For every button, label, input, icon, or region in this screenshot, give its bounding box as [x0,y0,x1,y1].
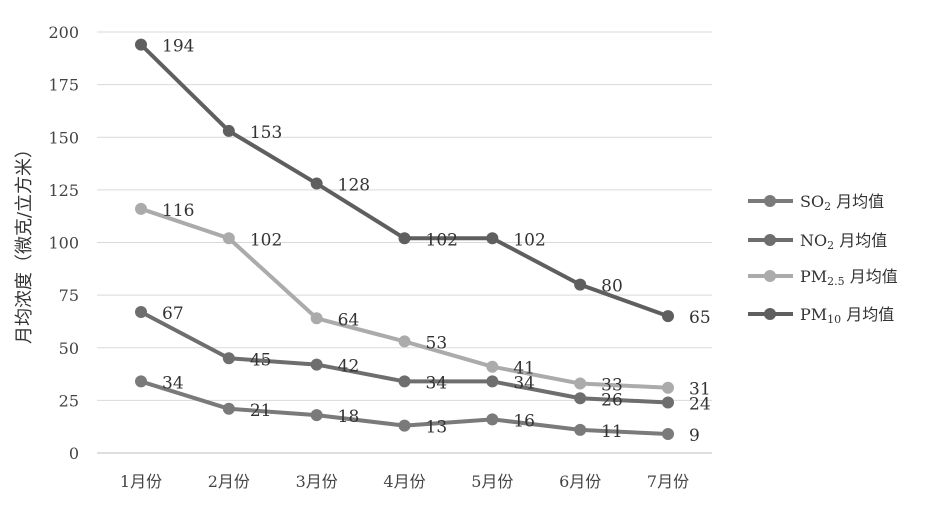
data-point [398,419,411,432]
data-label: 16 [513,411,535,431]
y-tick-label: 75 [59,286,79,305]
data-point [310,177,323,190]
y-axis-ticks: 0 25 50 75 100 125 150 175 200 [48,23,79,463]
x-axis-ticks: 1月份 2月份 3月份 4月份 5月份 6月份 7月份 [120,472,689,491]
data-label: 64 [338,310,360,330]
data-point [135,38,147,51]
legend: SO2 月均值 NO2 月均值 PM2.5 月均值 PM10 月均值 [748,192,898,326]
data-point [398,335,411,348]
data-point [662,381,674,394]
series-3: 116 102 64 53 41 33 31 [135,201,711,400]
x-tick-label: 7月份 [647,472,689,491]
data-point [486,375,499,388]
data-label: 34 [426,373,448,393]
x-tick-label: 1月份 [120,472,162,491]
data-point [662,428,674,441]
data-label: 21 [250,401,272,421]
data-point [135,375,147,388]
x-tick-label: 5月份 [471,472,513,491]
data-label: 33 [601,376,623,396]
data-point [574,278,587,291]
data-point [135,202,147,215]
data-point [222,124,235,137]
legend-swatch-marker [764,308,776,320]
data-point [574,423,587,436]
y-axis-label: 月均浓度（微克/立方米） [14,140,35,344]
data-point [574,392,587,405]
data-label: 41 [513,359,535,379]
data-label: 194 [162,37,194,57]
data-point [222,402,235,415]
x-tick-label: 3月份 [296,472,338,491]
data-point [222,232,235,245]
data-point [662,396,674,409]
y-tick-label: 100 [48,234,79,253]
data-point [310,312,323,325]
data-label: 53 [426,333,448,353]
data-point [398,232,411,245]
legend-item: PM2.5 月均值 [748,267,898,288]
data-point [310,358,323,371]
y-tick-label: 200 [48,23,79,42]
legend-label: NO2 月均值 [800,231,887,252]
data-label: 67 [162,304,184,324]
data-label: 42 [338,357,360,377]
data-label: 80 [601,277,623,297]
data-point [310,409,323,422]
data-label: 116 [162,201,194,221]
data-label: 128 [338,176,370,196]
data-label: 9 [689,426,700,446]
series-1: 34 21 18 13 16 11 9 [135,373,700,446]
y-tick-label: 175 [48,76,79,95]
y-tick-label: 125 [48,181,79,200]
data-point [135,305,147,318]
legend-item: NO2 月均值 [748,231,887,252]
legend-label: PM10 月均值 [800,305,894,326]
legend-item: SO2 月均值 [748,192,884,213]
legend-swatch-marker [764,234,776,246]
y-tick-label: 0 [69,444,79,463]
legend-swatch-marker [764,195,776,207]
series-4: 194 153 128 102 102 80 65 [135,37,711,328]
data-label: 31 [689,380,711,400]
data-label: 102 [250,230,282,250]
y-tick-label: 25 [59,391,79,410]
x-tick-label: 4月份 [383,472,425,491]
y-tick-label: 50 [59,339,79,358]
data-point [222,352,235,365]
x-tick-label: 6月份 [559,472,601,491]
data-label: 13 [426,418,448,438]
legend-item: PM10 月均值 [748,305,894,326]
data-label: 34 [513,373,535,393]
x-tick-label: 2月份 [208,472,250,491]
data-point [398,375,411,388]
legend-label: PM2.5 月均值 [800,267,898,288]
data-point [574,377,587,390]
series-2: 67 45 42 34 34 26 24 [135,304,711,414]
data-label: 153 [250,123,282,143]
y-tick-label: 150 [48,128,79,147]
data-label: 34 [162,373,184,393]
data-point [486,360,499,373]
data-label: 11 [601,422,623,442]
data-label: 102 [426,230,458,250]
series-line [139,43,669,319]
data-point [486,232,499,245]
data-label: 18 [338,407,360,427]
data-label: 24 [689,394,711,414]
legend-swatch-marker [764,270,776,282]
data-label: 26 [601,390,623,410]
data-label: 65 [689,308,711,328]
legend-label: SO2 月均值 [800,192,884,213]
series-line [140,310,669,405]
data-point [486,413,499,426]
data-point [662,310,674,323]
data-label: 45 [250,350,272,370]
data-label: 102 [513,230,545,250]
